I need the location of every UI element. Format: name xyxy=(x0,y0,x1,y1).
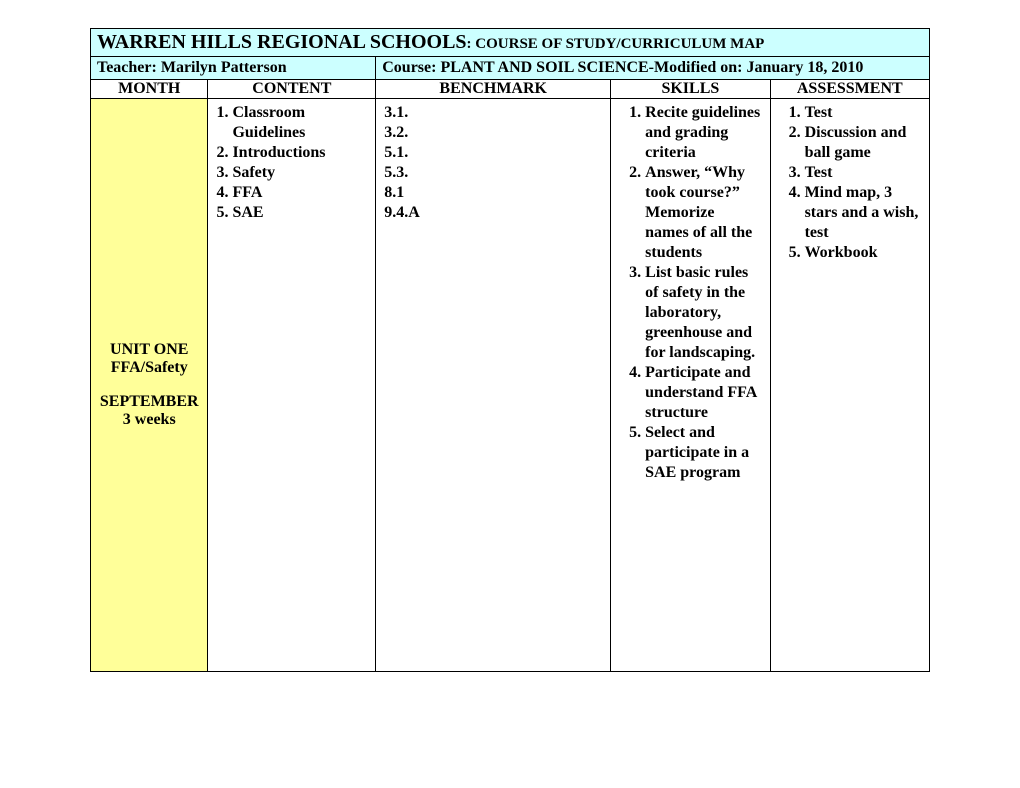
col-month: MONTH xyxy=(91,80,208,99)
assessment-item: Workbook xyxy=(805,243,921,263)
content-line: 3. Safety xyxy=(216,163,367,183)
title-main: WARREN HILLS REGIONAL SCHOOLS xyxy=(97,31,467,53)
col-skills: SKILLS xyxy=(611,80,770,99)
content-cell: 1. ClassroomGuidelines2. Introductions3.… xyxy=(208,99,376,672)
assessment-item: Mind map, 3 stars and a wish, test xyxy=(805,183,921,243)
benchmark-cell: 3.1.3.2.5.1.5.3.8.19.4.A xyxy=(376,99,611,672)
content-line: 4. FFA xyxy=(216,183,367,203)
column-headers: MONTH CONTENT BENCHMARK SKILLS ASSESSMEN… xyxy=(91,80,930,99)
topic-label: FFA/Safety xyxy=(95,359,203,377)
data-row: UNIT ONE FFA/Safety SEPTEMBER 3 weeks 1.… xyxy=(91,99,930,672)
skill-item: Participate and understand FFA structure xyxy=(645,363,761,423)
benchmark-line: 5.1. xyxy=(384,143,602,163)
col-benchmark: BENCHMARK xyxy=(376,80,611,99)
benchmark-line: 3.2. xyxy=(384,123,602,143)
skill-item: List basic rules of safety in the labora… xyxy=(645,263,761,363)
skill-item: Answer, “Why took course?” Memorize name… xyxy=(645,163,761,263)
content-line: 5. SAE xyxy=(216,203,367,223)
benchmark-line: 9.4.A xyxy=(384,203,602,223)
benchmark-line: 5.3. xyxy=(384,163,602,183)
content-line: Guidelines xyxy=(216,123,367,143)
assessment-item: Discussion and ball game xyxy=(805,123,921,163)
unit-label: UNIT ONE xyxy=(95,341,203,359)
assessment-cell: TestDiscussion and ball gameTestMind map… xyxy=(770,99,929,672)
col-assessment: ASSESSMENT xyxy=(770,80,929,99)
title-row: WARREN HILLS REGIONAL SCHOOLS: COURSE OF… xyxy=(91,29,930,57)
skill-item: Recite guidelines and grading criteria xyxy=(645,103,761,163)
month-label: SEPTEMBER xyxy=(95,393,203,411)
duration-label: 3 weeks xyxy=(95,411,203,429)
skills-cell: Recite guidelines and grading criteriaAn… xyxy=(611,99,770,672)
content-line: 1. Classroom xyxy=(216,103,367,123)
assessment-item: Test xyxy=(805,163,921,183)
benchmark-line: 8.1 xyxy=(384,183,602,203)
month-cell: UNIT ONE FFA/Safety SEPTEMBER 3 weeks xyxy=(91,99,208,672)
curriculum-table: WARREN HILLS REGIONAL SCHOOLS: COURSE OF… xyxy=(90,28,930,672)
teacher-cell: Teacher: Marilyn Patterson xyxy=(91,57,376,80)
title-sub: : COURSE OF STUDY/CURRICULUM MAP xyxy=(467,36,765,52)
info-row: Teacher: Marilyn Patterson Course: PLANT… xyxy=(91,57,930,80)
course-cell: Course: PLANT AND SOIL SCIENCE-Modified … xyxy=(376,57,930,80)
content-line: 2. Introductions xyxy=(216,143,367,163)
benchmark-line: 3.1. xyxy=(384,103,602,123)
assessment-item: Test xyxy=(805,103,921,123)
col-content: CONTENT xyxy=(208,80,376,99)
skill-item: Select and participate in a SAE program xyxy=(645,423,761,483)
